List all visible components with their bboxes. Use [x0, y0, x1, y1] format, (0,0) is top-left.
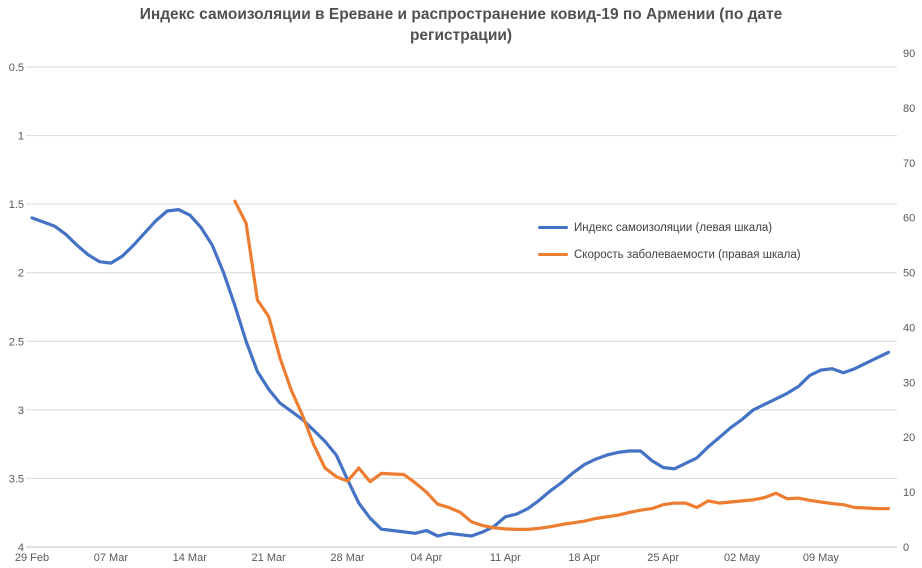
left-axis-tick-1.5: 1.5 — [9, 199, 24, 211]
right-axis-tick-90: 90 — [903, 48, 915, 60]
x-axis-tick-02-May: 02 May — [724, 552, 761, 564]
right-axis-tick-10: 10 — [903, 487, 915, 499]
left-axis-tick-3.5: 3.5 — [9, 473, 24, 485]
legend-label-isolation-index: Индекс самоизоляции (левая шкала) — [574, 221, 773, 234]
chart-title: Индекс самоизоляции в Ереване и распрост… — [0, 5, 922, 47]
legend: Индекс самоизоляции (левая шкала) Скорос… — [538, 214, 801, 268]
right-axis-tick-50: 50 — [903, 268, 915, 280]
x-axis-tick-25-Apr: 25 Apr — [647, 552, 679, 564]
legend-item-infection-rate: Скорость заболеваемости (правая шкала) — [538, 241, 801, 268]
x-axis-tick-14-Mar: 14 Mar — [173, 552, 208, 564]
left-axis-tick-4: 4 — [18, 542, 24, 554]
x-axis-tick-11-Apr: 11 Apr — [490, 552, 521, 564]
legend-label-infection-rate: Скорость заболеваемости (правая шкала) — [574, 248, 801, 261]
x-axis-tick-04-Apr: 04 Apr — [411, 552, 443, 564]
left-axis-tick-2.5: 2.5 — [9, 336, 24, 348]
right-axis-tick-70: 70 — [903, 158, 915, 170]
right-axis-tick-20: 20 — [903, 432, 915, 444]
right-axis-tick-80: 80 — [903, 103, 915, 115]
right-axis-tick-30: 30 — [903, 377, 915, 389]
series-line-isolation-index — [30, 208, 891, 538]
legend-item-isolation-index: Индекс самоизоляции (левая шкала) — [538, 214, 801, 241]
x-axis-tick-29-Feb: 29 Feb — [15, 552, 49, 564]
series-line-infection-rate — [233, 199, 891, 532]
chart-title-line1: Индекс самоизоляции в Ереване и распрост… — [139, 6, 783, 23]
x-axis-tick-09-May: 09 May — [803, 552, 840, 564]
x-axis-tick-07-Mar: 07 Mar — [94, 552, 129, 564]
left-axis-tick-2: 2 — [18, 268, 24, 280]
left-axis-tick-1: 1 — [18, 131, 24, 143]
right-axis-tick-0: 0 — [903, 542, 909, 554]
right-axis-tick-60: 60 — [903, 213, 915, 225]
left-axis-tick-0.5: 0.5 — [9, 62, 24, 74]
legend-line-swatch-blue — [538, 226, 568, 229]
chart-title-line2: регистрации) — [409, 26, 513, 44]
legend-line-swatch-orange — [538, 253, 568, 256]
x-axis-tick-21-Mar: 21 Mar — [252, 552, 287, 564]
left-axis-tick-3: 3 — [18, 405, 24, 417]
x-axis-tick-28-Mar: 28 Mar — [330, 552, 365, 564]
right-axis-tick-40: 40 — [903, 322, 915, 334]
x-axis-tick-18-Apr: 18 Apr — [568, 552, 600, 564]
